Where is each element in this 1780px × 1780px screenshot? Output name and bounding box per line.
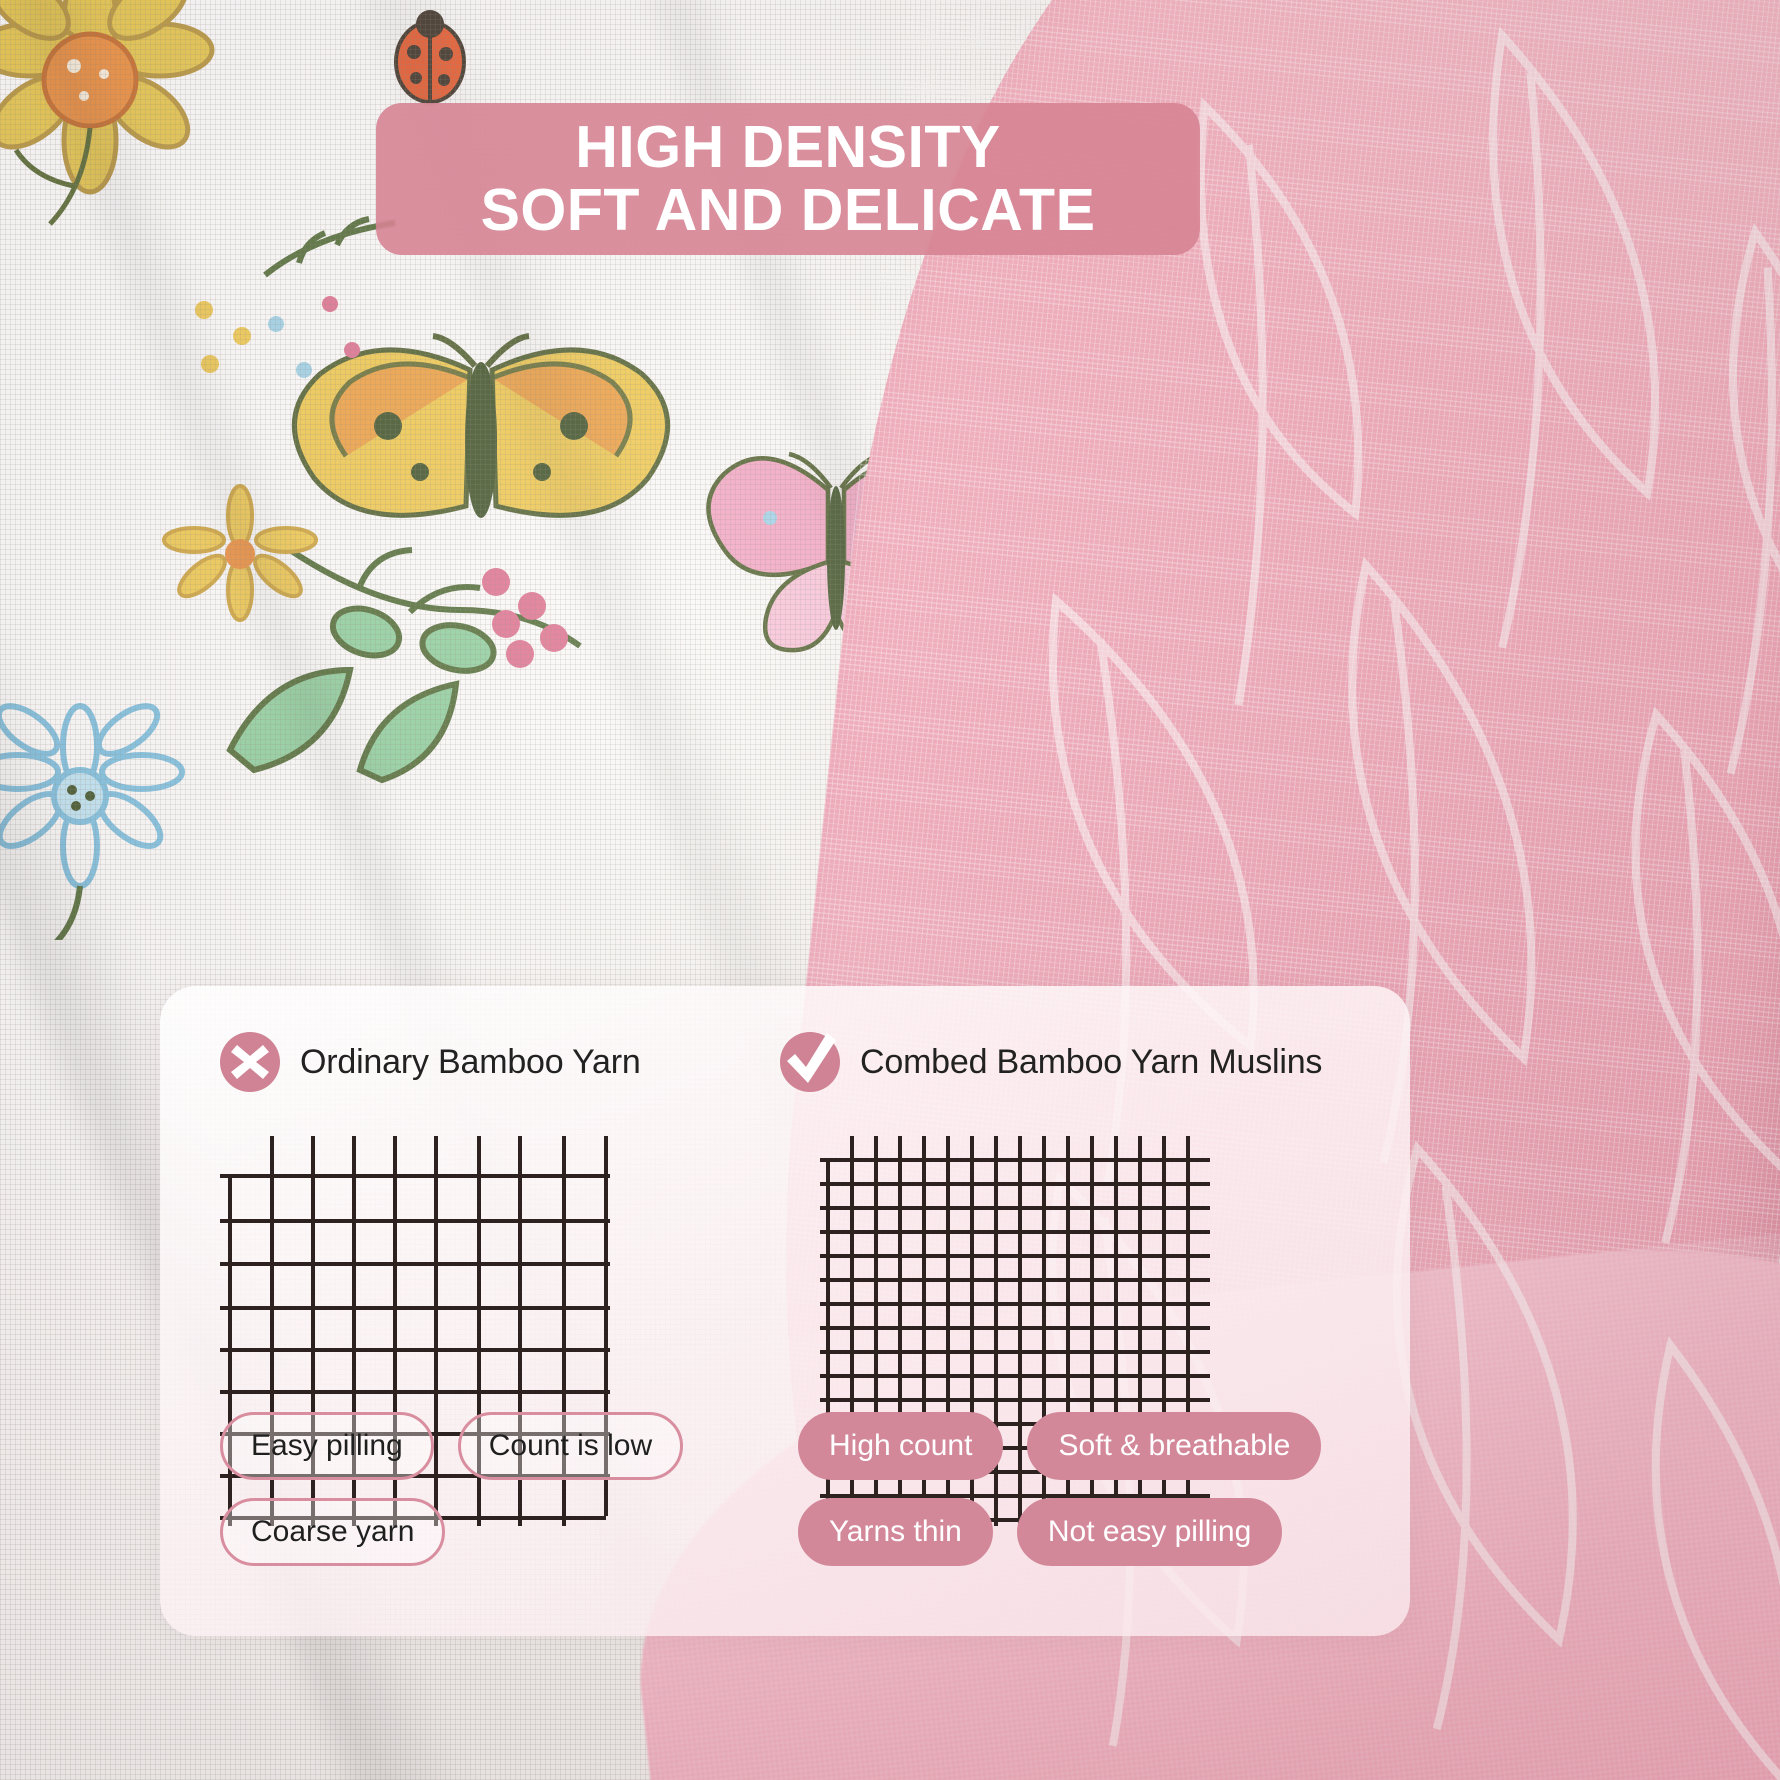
pill-high-count[interactable]: High count xyxy=(798,1412,1004,1480)
pill-easy-pilling[interactable]: Easy pilling xyxy=(220,1412,434,1480)
comparison-card: Ordinary Bamboo Yarn xyxy=(160,986,1410,1636)
pill-yarns-thin[interactable]: Yarns thin xyxy=(798,1498,993,1566)
x-mark-icon xyxy=(220,1032,280,1092)
pill-count-is-low[interactable]: Count is low xyxy=(457,1412,684,1480)
pill-group-combed: High count Soft & breathable Yarns thin … xyxy=(798,1412,1398,1584)
pill-row: High count Soft & breathable xyxy=(798,1412,1398,1480)
headline-line-1: HIGH DENSITY xyxy=(575,114,1001,181)
berry-sprig-motif-icon xyxy=(288,547,582,674)
headline-banner: HIGH DENSITY SOFT AND DELICATE xyxy=(376,103,1200,255)
pill-row: Coarse yarn xyxy=(220,1498,780,1566)
ladybug-motif-icon xyxy=(394,10,466,104)
column-title-combed: Combed Bamboo Yarn Muslins xyxy=(860,1042,1323,1081)
comparison-column-ordinary: Ordinary Bamboo Yarn xyxy=(220,986,780,1636)
column-header-ordinary: Ordinary Bamboo Yarn xyxy=(220,1032,780,1092)
column-header-combed: Combed Bamboo Yarn Muslins xyxy=(780,1032,1380,1092)
pill-group-ordinary: Easy pilling Count is low Coarse yarn xyxy=(220,1412,780,1584)
butterfly-motif-icon xyxy=(292,333,670,518)
check-mark-icon xyxy=(780,1032,840,1092)
pill-coarse-yarn[interactable]: Coarse yarn xyxy=(220,1498,446,1566)
pill-row: Easy pilling Count is low xyxy=(220,1412,780,1480)
dot-accents-icon xyxy=(195,296,360,378)
pill-not-easy-pilling[interactable]: Not easy pilling xyxy=(1016,1498,1283,1566)
leaf-motif-icon xyxy=(226,666,460,784)
headline-line-2: SOFT AND DELICATE xyxy=(480,177,1096,243)
blue-daisy-motif-icon xyxy=(0,703,185,940)
sunflower-motif-icon xyxy=(0,0,215,226)
pill-row: Yarns thin Not easy pilling xyxy=(798,1498,1398,1566)
pill-soft-breathable[interactable]: Soft & breathable xyxy=(1027,1412,1322,1480)
column-title-ordinary: Ordinary Bamboo Yarn xyxy=(300,1042,641,1081)
comparison-column-combed: Combed Bamboo Yarn Muslins xyxy=(780,986,1380,1636)
yellow-daisy-motif-icon xyxy=(162,484,318,622)
